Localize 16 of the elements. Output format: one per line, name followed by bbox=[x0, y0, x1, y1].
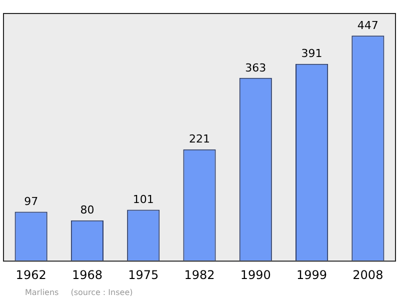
data-label: 221 bbox=[189, 132, 210, 146]
x-tick-label: 1968 bbox=[72, 268, 102, 282]
x-tick-label: 1990 bbox=[240, 268, 271, 282]
data-label: 447 bbox=[357, 19, 378, 32]
data-label: 391 bbox=[301, 47, 322, 60]
x-tick-label: 1962 bbox=[16, 268, 46, 282]
text: (source : Insee) bbox=[70, 288, 133, 297]
data-label: 101 bbox=[132, 193, 154, 206]
text: Marliens bbox=[25, 288, 59, 297]
x-tick-label: 2008 bbox=[352, 268, 384, 282]
x-tick-label: 1999 bbox=[296, 268, 328, 282]
x-tick-label: 1982 bbox=[184, 268, 215, 282]
data-label: 363 bbox=[245, 61, 266, 74]
x-tick-label: 1975 bbox=[128, 268, 159, 282]
data-label: 97 bbox=[24, 195, 38, 208]
data-label: 80 bbox=[80, 204, 94, 217]
